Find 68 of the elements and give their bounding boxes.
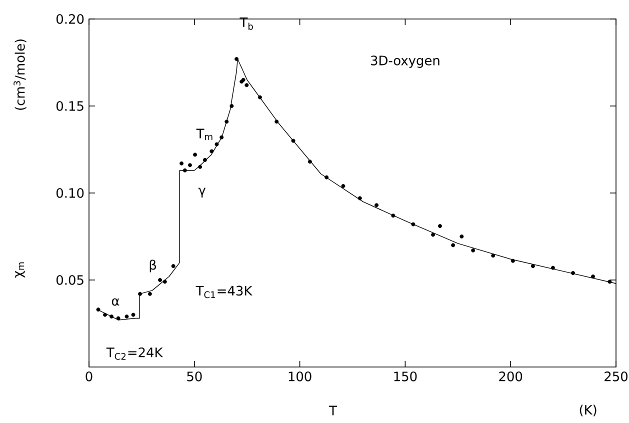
point	[391, 214, 396, 218]
point	[116, 316, 120, 320]
point	[96, 308, 100, 312]
annotation: T$_{b}$	[240, 17, 253, 30]
point	[374, 203, 379, 208]
point	[341, 184, 346, 188]
point	[138, 292, 142, 296]
point	[510, 258, 515, 263]
x-tick-label: 200	[499, 372, 522, 382]
y-tick-label: 0.10	[56, 188, 84, 198]
point	[451, 243, 456, 248]
x-tick-label: 100	[288, 372, 312, 382]
point	[471, 248, 476, 252]
point	[131, 312, 136, 317]
annotation: T$_{C2}$=24K	[106, 347, 164, 360]
annotation: γ	[198, 188, 206, 198]
point	[438, 224, 442, 228]
point	[324, 175, 329, 180]
point	[171, 264, 176, 268]
point	[258, 95, 262, 100]
point	[308, 160, 312, 164]
point	[110, 314, 114, 319]
x-axis-title: T	[329, 406, 337, 416]
point	[460, 234, 464, 238]
annotation: T$_{m}$	[196, 128, 212, 140]
point	[358, 196, 362, 200]
point	[491, 254, 496, 258]
point	[180, 161, 184, 166]
point	[198, 164, 202, 169]
text: (K)	[580, 404, 596, 416]
point	[103, 312, 108, 317]
point	[230, 104, 234, 108]
point	[550, 266, 555, 270]
point	[291, 138, 296, 143]
point	[202, 158, 207, 162]
point	[274, 120, 279, 124]
point	[148, 292, 152, 296]
point	[431, 232, 436, 237]
annotation: β	[150, 260, 156, 272]
text: 3D-oxygen	[371, 56, 440, 68]
y-tick-label: 0.15	[56, 101, 84, 111]
point	[188, 163, 192, 168]
point	[220, 135, 224, 140]
point	[210, 149, 214, 154]
point	[591, 274, 596, 279]
annotation: α	[112, 298, 120, 306]
y-axis-title: χ$_{m}$	[15, 262, 25, 278]
x-tick-label: 0	[86, 372, 92, 382]
point	[411, 222, 416, 226]
point	[193, 152, 198, 157]
point	[608, 280, 612, 284]
text: (cm$^{3}$/mole)	[14, 40, 26, 110]
x-tick-label: 250	[604, 372, 628, 382]
point	[182, 168, 187, 172]
point	[124, 314, 129, 319]
point	[244, 83, 249, 88]
point	[234, 57, 239, 62]
annotation: T$_{C1}$=43K	[196, 286, 252, 298]
y-tick-label: 0.20	[56, 14, 84, 24]
point	[214, 142, 219, 146]
point	[571, 271, 575, 276]
point	[224, 120, 229, 124]
point	[158, 278, 162, 282]
point	[530, 264, 535, 268]
x-tick-label: 50	[187, 372, 202, 382]
y-tick-label: 0.05	[56, 275, 84, 285]
point	[162, 280, 167, 284]
x-tick-label: 150	[394, 372, 417, 382]
